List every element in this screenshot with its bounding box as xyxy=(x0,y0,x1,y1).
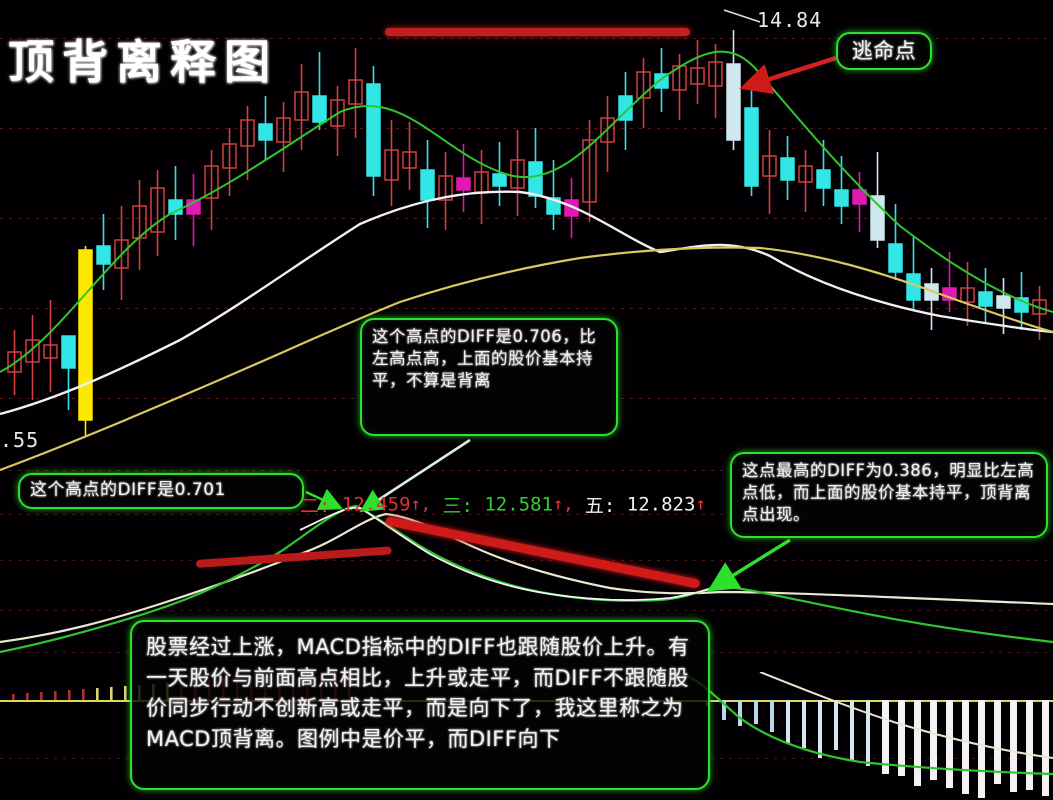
page-title: 顶背离释图 xyxy=(8,35,278,89)
macd-gridline xyxy=(0,610,1053,611)
macd-readout-value: 12.581 xyxy=(484,493,553,516)
price-resistance-bar xyxy=(385,28,690,36)
price-label-high: 14.84 xyxy=(757,8,823,32)
annotation-right-peak-diff[interactable]: 这点最高的DIFF为0.386，明显比左高点低，而上面的股价基本持平，顶背离点出… xyxy=(730,452,1048,538)
macd-readout-label: 五: xyxy=(573,495,627,517)
macd-readout-label: 三: xyxy=(431,495,485,517)
macd-readout-up-arrow: ↑, xyxy=(410,494,432,515)
macd-readout-value: 12.459 xyxy=(341,493,411,516)
macd-value-readout: 二: 12.459↑, 三: 12.581↑, 五: 12.823↑ xyxy=(300,491,706,518)
price-gridline xyxy=(0,38,1053,39)
price-gridline xyxy=(0,128,1053,129)
annotation-escape-point[interactable]: 逃命点 xyxy=(836,32,932,70)
macd-readout-value: 12.823 xyxy=(626,493,696,516)
annotation-left-peak-diff[interactable]: 这个高点的DIFF是0.701 xyxy=(18,473,304,509)
macd-readout-label: 二: xyxy=(300,495,342,517)
annotation-explanation[interactable]: 股票经过上涨，MACD指标中的DIFF也跟随股价上升。有一天股价与前面高点相比，… xyxy=(130,620,710,790)
macd-readout-up-arrow: ↑ xyxy=(695,494,706,515)
annotation-mid-peak-diff[interactable]: 这个高点的DIFF是0.706，比左高点高，上面的股价基本持平，不算是背离 xyxy=(360,318,618,436)
price-label-left-edge: .55 xyxy=(0,428,40,452)
macd-readout-up-arrow: ↑, xyxy=(552,494,574,515)
price-gridline xyxy=(0,218,1053,219)
price-gridline xyxy=(0,308,1053,309)
macd-gridline xyxy=(0,560,1053,561)
